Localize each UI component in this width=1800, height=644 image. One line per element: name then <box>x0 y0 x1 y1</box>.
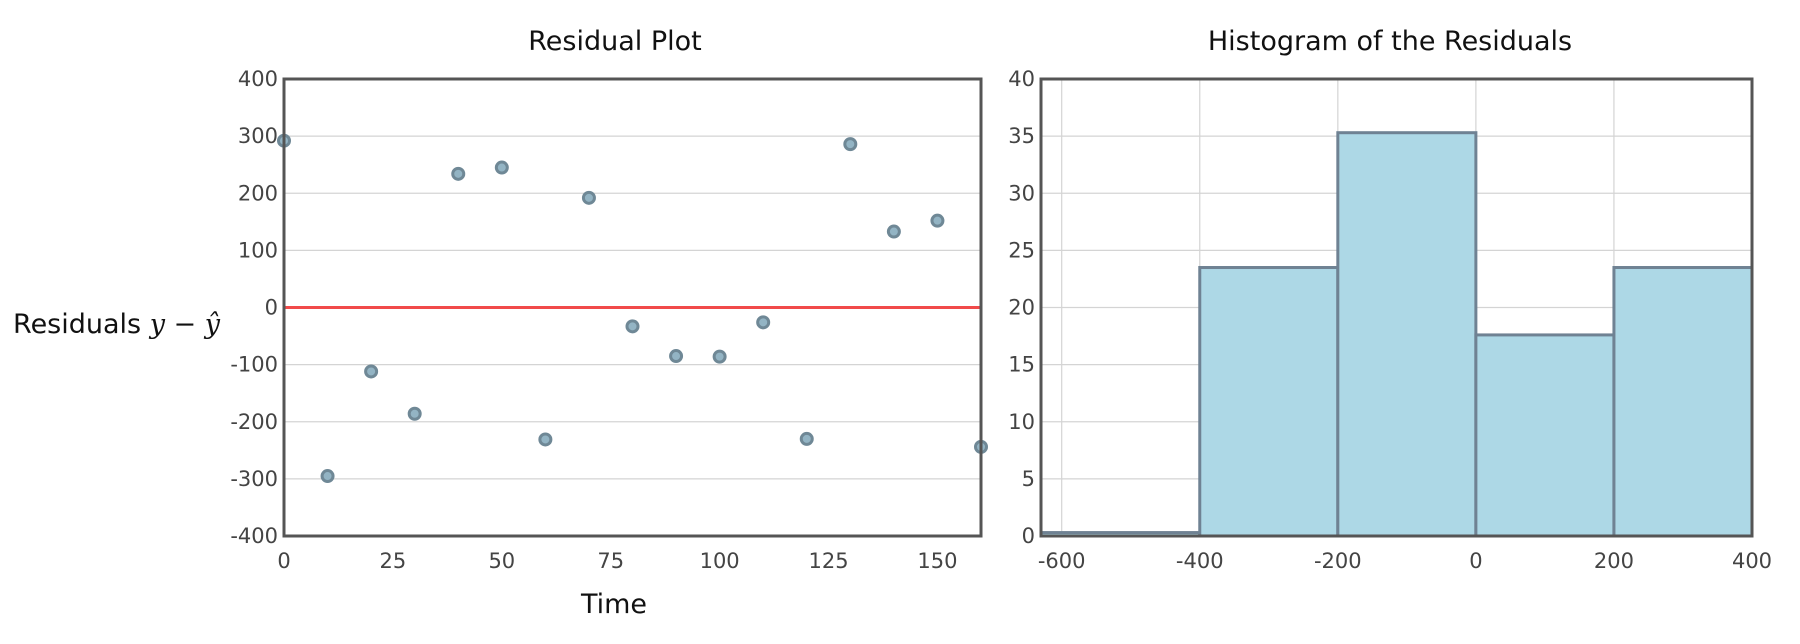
y-axis-title-text: Residuals <box>13 309 141 340</box>
histogram-panel: Histogram of the Residuals -600 -400 -200 0… <box>1008 26 1772 573</box>
x-tick-label: 0 <box>1469 549 1482 573</box>
y-tick-label: -100 <box>230 353 278 377</box>
residual-point <box>320 469 335 484</box>
y-tick-label: 10 <box>1008 410 1035 434</box>
y-tick-label: -400 <box>230 524 278 548</box>
residual-point <box>407 406 422 421</box>
residual-point <box>930 213 945 228</box>
residual-point <box>538 432 553 447</box>
x-tick-label: -400 <box>1176 549 1224 573</box>
x-tick-label: 400 <box>1732 549 1772 573</box>
x-tick-label: 200 <box>1594 549 1634 573</box>
y-tick-label: 200 <box>238 181 278 205</box>
y-tick-label: 30 <box>1008 181 1035 205</box>
y-tick-label: 25 <box>1008 238 1035 262</box>
y-tick-label: -200 <box>230 410 278 434</box>
histogram-x-ticks: -600 -400 -200 0 200 400 <box>1038 549 1772 573</box>
y-tick-label: 20 <box>1008 296 1035 320</box>
histogram-bar <box>1198 266 1340 538</box>
x-tick-label: 25 <box>380 549 407 573</box>
y-tick-label: 5 <box>1022 467 1035 491</box>
y-tick-label: 15 <box>1008 353 1035 377</box>
x-tick-label: 75 <box>597 549 624 573</box>
y-axis-math-label: y − ŷ <box>149 309 221 340</box>
residual-plot-panel: Residual Plot 0 25 50 75 100 125 150 400 300 200… <box>13 26 988 620</box>
x-tick-label: 50 <box>488 549 515 573</box>
x-axis-title: Time <box>580 589 647 620</box>
residual-point <box>364 364 379 379</box>
y-tick-label: 40 <box>1008 67 1035 91</box>
residual-point <box>756 315 771 330</box>
y-tick-label: 0 <box>265 296 278 320</box>
x-tick-label: 125 <box>808 549 848 573</box>
x-tick-label: 0 <box>277 549 290 573</box>
histogram-bar <box>1336 131 1478 538</box>
y-tick-label: 0 <box>1022 524 1035 548</box>
residual-point <box>799 431 814 446</box>
residual-point <box>581 190 596 205</box>
residual-point <box>494 160 509 175</box>
x-tick-label: 100 <box>700 549 740 573</box>
y-tick-label: -300 <box>230 467 278 491</box>
residual-point <box>625 319 640 334</box>
x-tick-label: -600 <box>1038 549 1086 573</box>
residual-point <box>669 349 684 364</box>
residual-plot-title: Residual Plot <box>528 26 702 57</box>
x-tick-label: -200 <box>1314 549 1362 573</box>
histogram-bars <box>1039 131 1754 538</box>
histogram-bar <box>1474 333 1616 538</box>
histogram-title: Histogram of the Residuals <box>1208 26 1572 57</box>
residual-point <box>886 224 901 239</box>
residual-point <box>712 349 727 364</box>
histogram-bar <box>1612 266 1754 538</box>
residual-plot-frame <box>282 77 983 538</box>
residual-point <box>843 137 858 152</box>
residual-point <box>451 166 466 181</box>
residual-plot-x-ticks: 0 25 50 75 100 125 150 <box>277 549 957 573</box>
y-tick-label: 300 <box>238 124 278 148</box>
y-tick-label: 100 <box>238 238 278 262</box>
residual-plot-y-ticks: 400 300 200 100 0 -100 -200 -300 -400 <box>230 67 278 548</box>
y-axis-title: Residuals y − ŷ <box>13 309 221 340</box>
y-tick-label: 35 <box>1008 124 1035 148</box>
y-tick-label: 400 <box>238 67 278 91</box>
histogram-frame <box>1039 77 1754 538</box>
histogram-y-ticks: 40 35 30 25 20 15 10 5 0 <box>1008 67 1035 548</box>
x-tick-label: 150 <box>917 549 957 573</box>
